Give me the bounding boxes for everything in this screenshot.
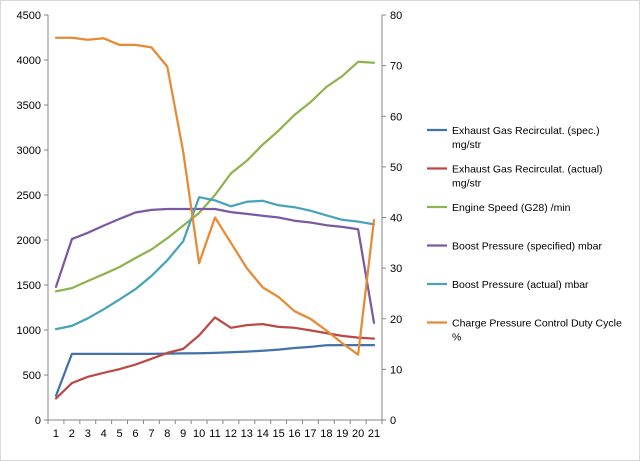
x-tick-label: 18 [320, 428, 332, 440]
x-tick-label: 10 [193, 428, 205, 440]
x-tick-label: 9 [180, 428, 186, 440]
y-left-tick-label: 3000 [17, 145, 41, 157]
x-tick-label: 8 [164, 428, 170, 440]
x-tick-label: 3 [85, 428, 91, 440]
y-left-tick-label: 4000 [17, 55, 41, 67]
x-tick-label: 13 [241, 428, 253, 440]
y-right-tick-label: 80 [390, 10, 402, 22]
x-tick-label: 1 [53, 428, 59, 440]
series-line-engine-speed-g28 [54, 60, 376, 293]
legend-label-boost-pressure-specified: Boost Pressure (specified) mbar [452, 241, 602, 253]
x-tick-label: 16 [288, 428, 300, 440]
x-tick-label: 14 [257, 428, 269, 440]
y-right-tick-label: 50 [390, 162, 402, 174]
y-left-tick-label: 0 [35, 415, 41, 427]
x-tick-label: 15 [272, 428, 284, 440]
y-right-tick-label: 0 [390, 415, 396, 427]
y-left-tick-label: 2500 [17, 190, 41, 202]
legend-label-exhaust-gas-recirculat-actual: Exhaust Gas Recirculat. (actual) [452, 164, 603, 176]
x-tick-label: 4 [101, 428, 107, 440]
x-tick-label: 6 [132, 428, 138, 440]
legend-label-charge-pressure-control-duty-cycle: Charge Pressure Control Duty Cycle [452, 318, 622, 330]
series-line-charge-pressure-control-duty-cycle [54, 36, 376, 356]
legend-unit-exhaust-gas-recirculat-actual: mg/str [452, 178, 482, 190]
series-line-exhaust-gas-recirculat-actual [54, 316, 376, 400]
axes: 0 500 1000 1500 2000 2500 3000 3500 4000 4500 0 10 2… [17, 10, 403, 440]
x-tick-label: 7 [148, 428, 154, 440]
y-right-tick-label: 30 [390, 263, 402, 275]
y-right-tick-label: 40 [390, 213, 402, 225]
legend-label-exhaust-gas-recirculat-spec: Exhaust Gas Recirculat. (spec.) [452, 125, 600, 137]
y-right-tick-label: 60 [390, 111, 402, 123]
legend-label-engine-speed-g28: Engine Speed (G28) /min [452, 202, 571, 214]
x-tick-label: 2 [69, 428, 75, 440]
x-tick-label: 21 [368, 428, 380, 440]
legend-label-boost-pressure-actual: Boost Pressure (actual) mbar [452, 279, 589, 291]
legend-unit-charge-pressure-control-duty-cycle: % [452, 332, 461, 344]
y-left-tick-label: 3500 [17, 100, 41, 112]
legend: Exhaust Gas Recirculat. (spec.) mg/str Exh… [427, 125, 622, 344]
y-right-tick-label: 10 [390, 364, 402, 376]
x-tick-label: 19 [336, 428, 348, 440]
x-tick-label: 20 [352, 428, 364, 440]
y-right-tick-label: 20 [390, 314, 402, 326]
series-line-boost-pressure-actual [54, 196, 376, 331]
y-left-tick-label: 1500 [17, 280, 41, 292]
y-left-tick-label: 4500 [17, 10, 41, 22]
x-tick-label: 5 [117, 428, 123, 440]
x-tick-label: 17 [304, 428, 316, 440]
series-line-boost-pressure-specified [54, 207, 376, 324]
y-left-tick-label: 2000 [17, 235, 41, 247]
x-tick-label: 12 [225, 428, 237, 440]
legend-unit-exhaust-gas-recirculat-spec: mg/str [452, 139, 482, 151]
x-tick-label: 11 [209, 428, 220, 440]
series-line-exhaust-gas-recirculat-spec [54, 343, 376, 397]
y-right-tick-label: 70 [390, 61, 402, 73]
y-left-tick-label: 1000 [17, 325, 41, 337]
series-layer [54, 36, 376, 400]
y-left-tick-label: 500 [23, 370, 41, 382]
